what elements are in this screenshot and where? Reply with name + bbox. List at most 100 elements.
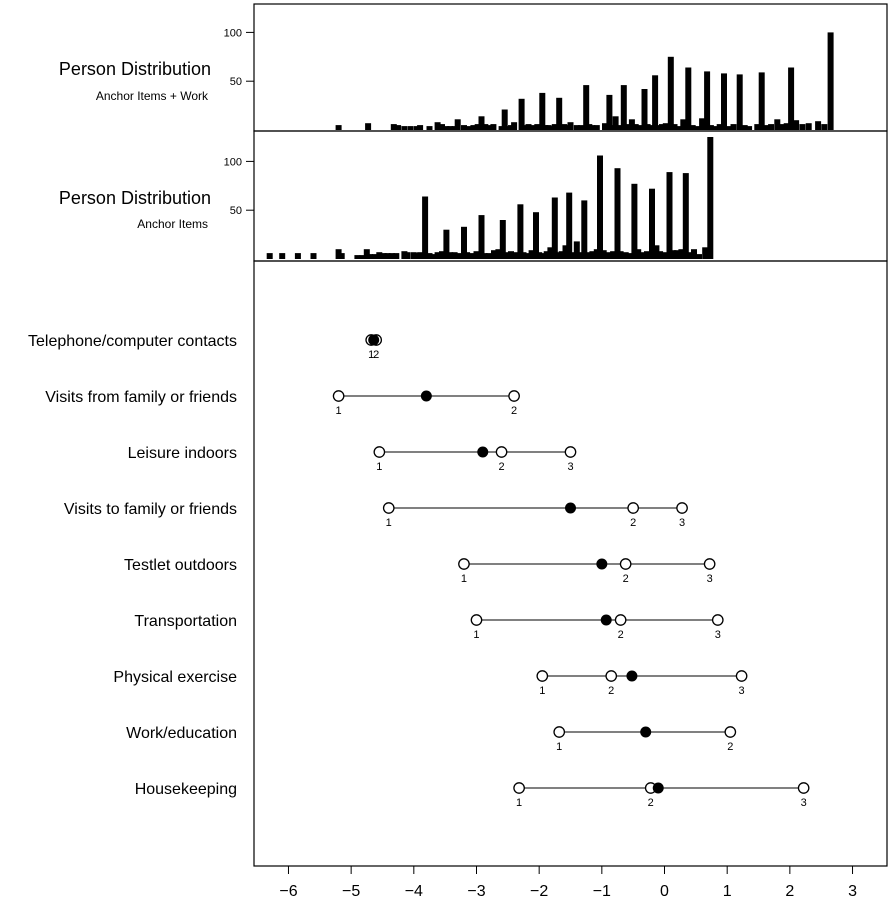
histogram-bar xyxy=(393,253,400,259)
histogram-bar xyxy=(518,98,525,130)
histogram-bar xyxy=(763,125,769,130)
histogram-bar xyxy=(799,124,806,130)
histogram-bar xyxy=(422,196,429,259)
histogram-bar xyxy=(486,125,492,130)
histogram-bar xyxy=(661,252,668,259)
histogram-bar xyxy=(653,245,660,259)
item-label: Testlet outdoors xyxy=(124,557,237,574)
histogram-bar xyxy=(725,126,732,130)
histogram-bar xyxy=(478,215,485,259)
category-label: 1 xyxy=(461,573,467,585)
threshold-point xyxy=(614,614,627,626)
item-row: Telephone/computer contacts 12 xyxy=(28,333,383,361)
histogram-bar xyxy=(404,252,411,259)
histogram-bar xyxy=(612,116,619,130)
histogram-bar xyxy=(675,126,682,130)
category-label: 2 xyxy=(608,685,614,697)
histogram-bar xyxy=(551,124,558,130)
histogram-bar xyxy=(670,250,677,259)
histogram-bar xyxy=(414,253,420,259)
item-label: Housekeeping xyxy=(135,781,237,798)
histogram-bar xyxy=(566,192,573,259)
category-label: 1 xyxy=(386,517,392,529)
histogram-bar xyxy=(482,124,489,130)
histogram-bar xyxy=(525,124,532,130)
histogram-bar xyxy=(468,253,475,259)
histogram-bar xyxy=(470,125,477,130)
histogram-bar xyxy=(447,126,454,130)
histogram-bar xyxy=(551,197,558,259)
y-tick-label: 100 xyxy=(224,27,242,39)
histogram-bar xyxy=(365,123,372,130)
middle-panel-title: Person Distribution xyxy=(59,188,211,208)
histogram-bar xyxy=(504,126,511,130)
histogram-bar xyxy=(666,172,673,259)
item-row: Testlet outdoors 1 2 3 xyxy=(124,557,716,585)
histogram-bar xyxy=(338,253,345,259)
histogram-bar xyxy=(644,251,650,259)
histogram-bar xyxy=(395,125,402,130)
histogram-bar xyxy=(533,212,539,259)
histogram-bar xyxy=(451,126,458,130)
item-label: Work/education xyxy=(126,725,237,742)
histogram-bar xyxy=(564,125,571,130)
histogram-bar xyxy=(501,109,508,130)
histogram-bar xyxy=(335,125,342,130)
histogram-bar xyxy=(556,97,563,130)
histogram-bar xyxy=(600,250,607,259)
histogram-bar xyxy=(649,125,655,130)
histogram-bar xyxy=(464,252,471,259)
histogram-bar xyxy=(625,124,632,130)
threshold-point xyxy=(703,558,716,570)
histogram-bar xyxy=(461,226,467,259)
histogram-bar xyxy=(606,94,613,130)
top-panel-title: Person Distribution xyxy=(59,59,211,79)
category-label: 3 xyxy=(679,517,685,529)
histogram-bar xyxy=(542,125,549,130)
histogram-bar xyxy=(503,252,510,259)
histogram-bar xyxy=(390,124,397,130)
histogram-bar xyxy=(593,125,600,130)
histogram-bar xyxy=(827,32,834,130)
histogram-bar xyxy=(528,250,535,259)
item-mean-point xyxy=(565,502,576,514)
histogram-bar xyxy=(685,67,692,130)
histogram-bar xyxy=(478,116,485,130)
threshold-point xyxy=(458,558,470,570)
threshold-point xyxy=(508,390,520,402)
histogram-bar xyxy=(401,126,408,130)
histogram-bar xyxy=(644,124,651,130)
histogram-bar xyxy=(536,252,543,259)
threshold-point xyxy=(470,614,483,626)
x-tick-label: 0 xyxy=(660,883,669,900)
histogram-bar xyxy=(694,126,701,130)
histogram-bar xyxy=(372,254,378,259)
histogram-bar xyxy=(652,75,659,130)
histogram-bar xyxy=(632,124,639,130)
category-label: 3 xyxy=(567,461,573,473)
histogram-bar xyxy=(627,253,633,259)
x-tick-label: −6 xyxy=(279,883,297,900)
category-label: 2 xyxy=(373,349,379,361)
histogram-bar xyxy=(691,249,697,259)
item-row: Physical exercise 1 2 3 xyxy=(113,669,748,697)
histogram-bar xyxy=(659,124,665,130)
histogram-bar xyxy=(562,245,569,259)
histogram-bar xyxy=(622,252,629,259)
histogram-bar xyxy=(581,200,588,259)
histogram-bar xyxy=(593,249,600,259)
category-label: 1 xyxy=(473,629,479,641)
histogram-bar xyxy=(716,124,723,130)
item-label: Telephone/computer contacts xyxy=(28,333,237,350)
histogram-bar xyxy=(529,125,536,130)
item-label: Leisure indoors xyxy=(128,445,237,462)
histogram-bar xyxy=(736,74,743,130)
histogram-bar xyxy=(569,252,576,259)
histogram-bar xyxy=(689,125,696,130)
histogram-bar xyxy=(657,251,664,259)
threshold-point xyxy=(332,390,345,402)
item-mean-point xyxy=(640,726,652,738)
item-row: Visits to family or friends 1 2 3 xyxy=(64,501,688,529)
histogram-bar xyxy=(616,125,623,130)
